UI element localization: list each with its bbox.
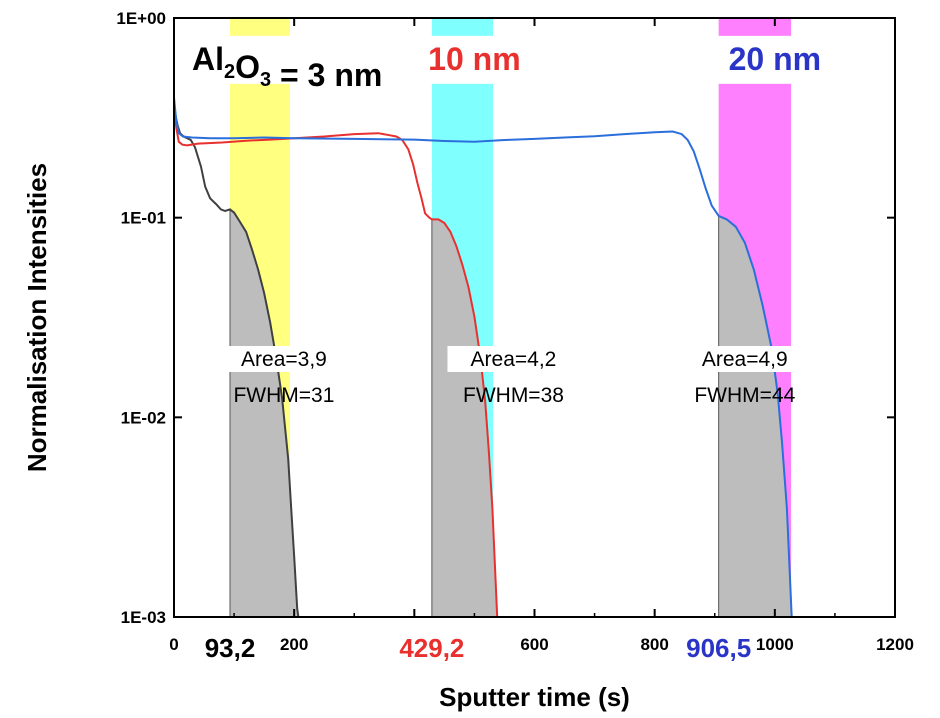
peak-fill-3	[718, 215, 792, 617]
x-axis-title: Sputter time (s)	[439, 682, 630, 712]
y-tick-label: 1E-02	[121, 408, 166, 427]
peak-label-box	[678, 346, 811, 372]
peak-fwhm-label-2: FWHM=38	[463, 384, 564, 407]
peak-fwhm-label-1: FWHM=31	[233, 384, 334, 407]
thickness-label-box	[186, 35, 425, 84]
peak-position-label-3: 906,5	[686, 633, 751, 663]
x-tick-label: 1200	[876, 635, 914, 654]
peak-position-label-1: 93,2	[205, 633, 256, 663]
x-tick-label: 200	[280, 635, 308, 654]
peak-label-box	[447, 346, 580, 372]
peak-fill-2	[431, 219, 498, 617]
peak-bands	[229, 18, 792, 617]
y-tick-label: 1E+00	[116, 9, 166, 28]
peak-position-box	[195, 629, 264, 661]
series-line-3	[173, 97, 793, 618]
y-tick-label: 1E-01	[121, 209, 166, 228]
thickness-label-box	[410, 35, 539, 84]
peak-position-label-2: 429,2	[399, 633, 464, 663]
peak-fwhm-label-3: FWHM=44	[694, 384, 795, 407]
thickness-label-3nm: Al2O3 = 3 nm	[192, 41, 382, 93]
thickness-label-box	[710, 35, 839, 84]
x-tick-label: 800	[640, 635, 668, 654]
x-tick-label: 0	[169, 635, 178, 654]
peak-area-fills	[229, 209, 792, 617]
peak-position-box	[397, 629, 466, 661]
y-axis-title: Normalisation Intensities	[22, 163, 52, 472]
peak-area-label-2: Area=4,2	[471, 348, 557, 371]
peak-label-box	[217, 346, 350, 372]
x-tick-label: 600	[520, 635, 548, 654]
thickness-label-3: 20 nm	[729, 41, 821, 77]
annotations: Al2O3 = 3 nm 10 nm 20 nm Area=3,9 FWHM=31 Are…	[186, 35, 839, 663]
y-axis-ticks: 1E+00 1E-01 1E-02 1E-03	[116, 9, 895, 627]
peak-area-label-1: Area=3,9	[241, 348, 327, 371]
series-lines	[173, 97, 793, 618]
y-tick-label: 1E-03	[121, 608, 166, 627]
peak-fill-1	[230, 209, 299, 617]
peak-area-label-3: Area=4,9	[702, 348, 788, 371]
x-tick-label: 1000	[756, 635, 794, 654]
series-line-2	[173, 106, 499, 618]
thickness-label-2: 10 nm	[428, 41, 520, 77]
peak-position-box	[684, 629, 753, 661]
